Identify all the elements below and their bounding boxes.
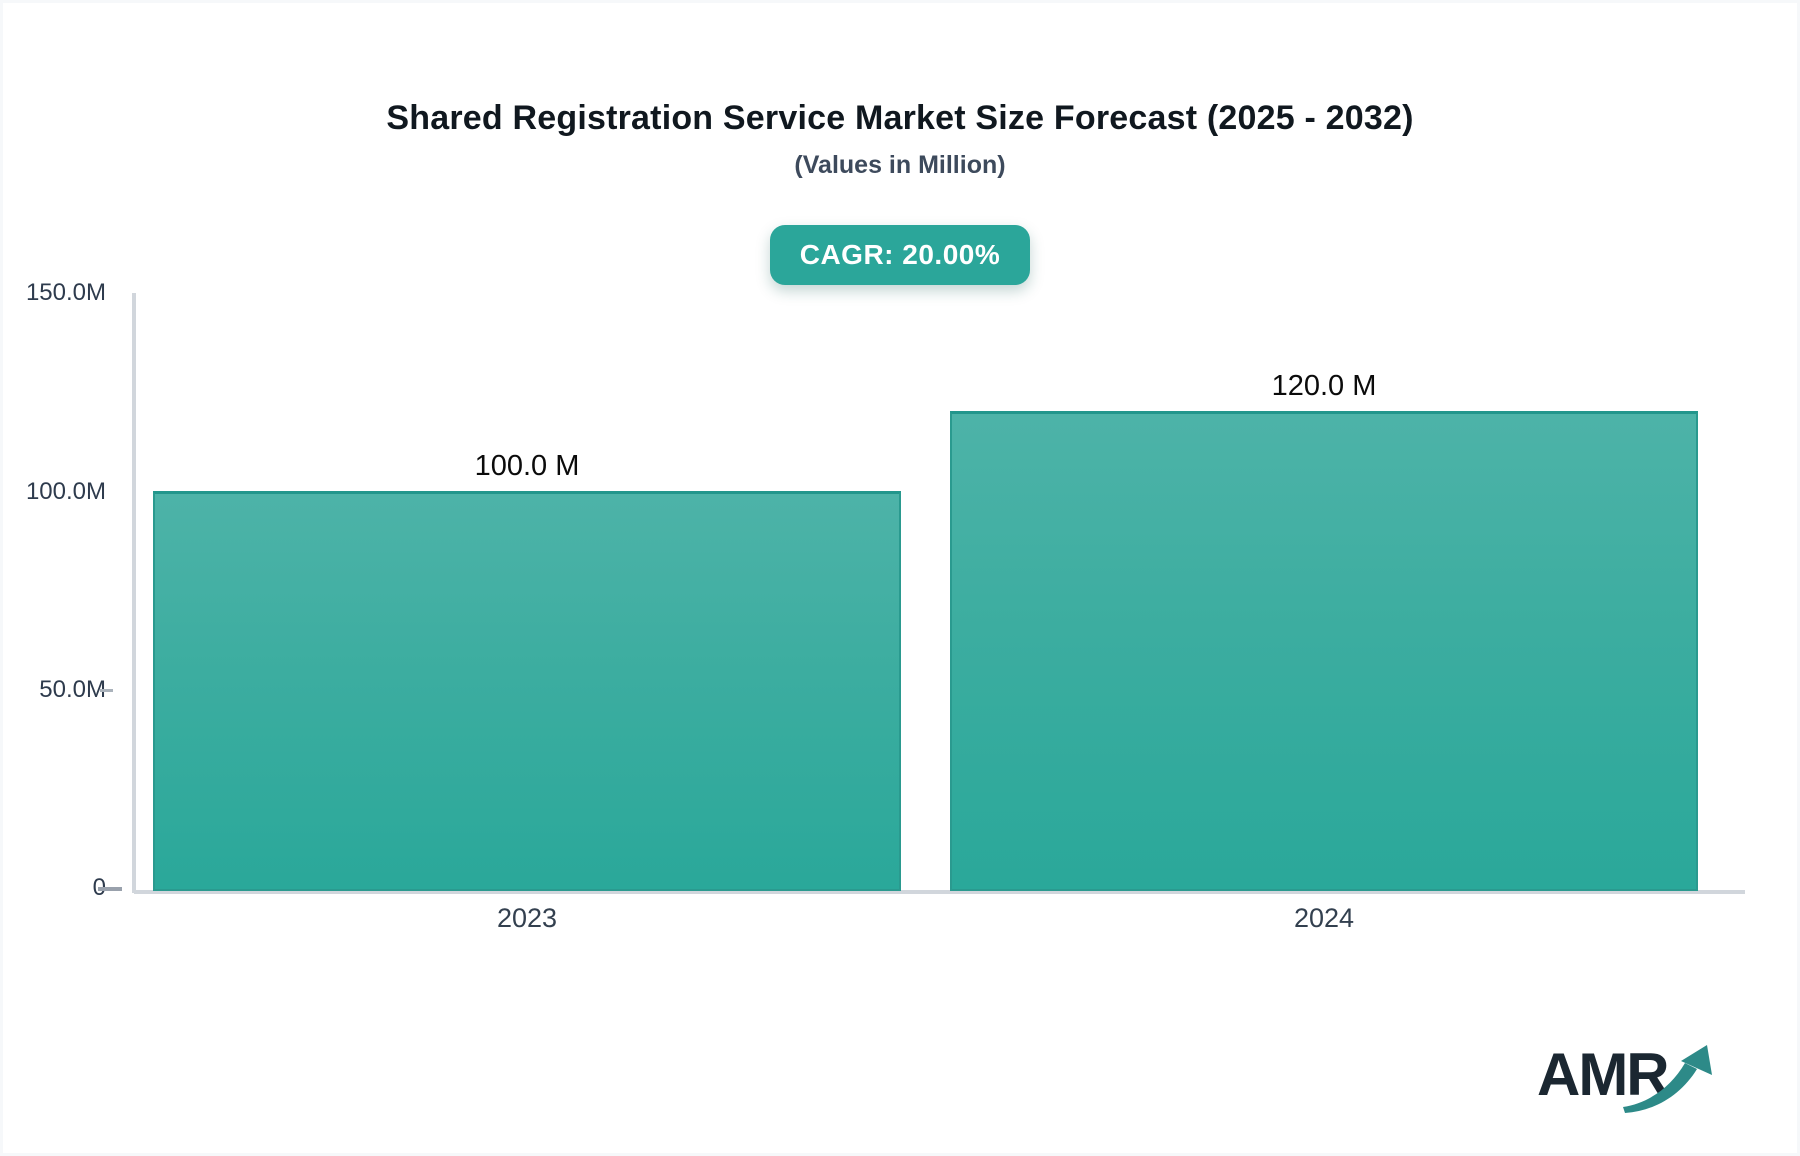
chart-subtitle: (Values in Million) [794, 151, 1006, 179]
amr-logo-text: AMR [1537, 1041, 1669, 1108]
amr-logo-arrow-head [1681, 1045, 1712, 1075]
y-tick-label-100: 100.0M [25, 478, 106, 505]
y-tick-mark-0 [98, 887, 122, 891]
y-axis-line [132, 293, 136, 893]
amr-logo: AMR [1529, 1037, 1729, 1123]
cagr-badge: CAGR: 20.00% [769, 225, 1031, 285]
amr-logo-arrow-swoosh [1623, 1063, 1697, 1113]
amr-logo-graphic: AMR [1537, 1041, 1712, 1113]
bar-value-label-2024: 120.0 M [1271, 370, 1377, 402]
x-tick-label-2023: 2023 [496, 903, 558, 933]
x-axis-line [134, 890, 1745, 894]
bar-value-label-2023: 100.0 M [474, 450, 580, 482]
y-tick-label-50: 50.0M [39, 676, 106, 703]
y-tick-label-150: 150.0M [25, 279, 106, 306]
plot-area: 100.0 M 120.0 M [132, 291, 1745, 894]
y-tick-mark-50 [100, 689, 113, 692]
bar-2024 [950, 411, 1698, 891]
x-tick-label-2024: 2024 [1293, 903, 1355, 933]
cagr-badge-wrap: CAGR: 20.00% [3, 225, 1797, 285]
y-tick-label-0: 0 [3, 873, 106, 903]
bar-group-2024: 120.0 M [950, 291, 1698, 891]
bar-group-2023: 100.0 M [153, 291, 901, 891]
chart-title: Shared Registration Service Market Size … [386, 99, 1414, 137]
bar-2023 [153, 491, 901, 891]
